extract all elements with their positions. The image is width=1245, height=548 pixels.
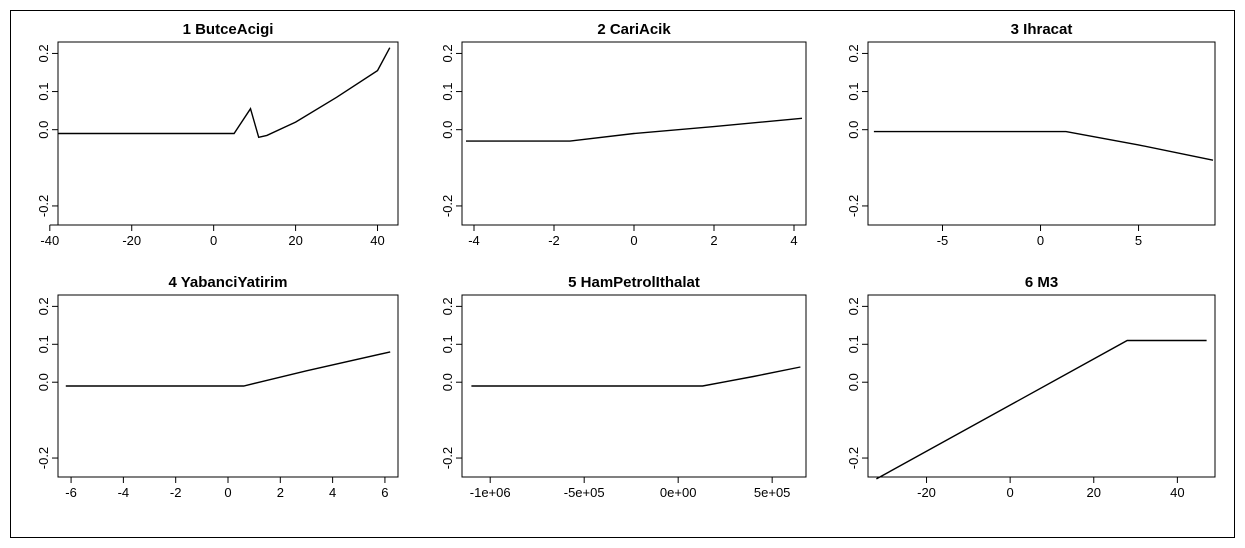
y-tick-label: -0.2 [36, 447, 51, 469]
y-tick-label: 0.2 [846, 44, 861, 62]
y-tick-label: 0.0 [440, 121, 455, 139]
x-tick-label: 20 [288, 233, 302, 248]
panel-3: 3 Ihracat -5 0 5 -0.2 0.0 0.1 0.2 [846, 21, 1216, 248]
x-tick-label: 0 [1007, 485, 1014, 500]
x-tick-label: -1e+06 [470, 485, 511, 500]
x-tick-label: 40 [1170, 485, 1184, 500]
y-tick-label: 0.2 [36, 44, 51, 62]
x-tick-label: 40 [370, 233, 384, 248]
x-tick-label: -20 [122, 233, 141, 248]
x-tick-label: -6 [65, 485, 77, 500]
y-tick-label: 0.0 [36, 121, 51, 139]
y-tick-label: -0.2 [440, 447, 455, 469]
plot-frame [867, 294, 1216, 478]
x-tick-label: 0 [630, 233, 637, 248]
panel-6: 6 M3 -20 0 20 40 -0.2 0.0 0.1 0.2 [846, 274, 1216, 500]
y-tick-label: -0.2 [846, 195, 861, 217]
series-line [876, 339, 1207, 480]
panel-title: 6 M3 [1025, 274, 1058, 291]
panel-title: 1 ButceAcigi [183, 21, 274, 38]
x-tick-label: 20 [1087, 485, 1101, 500]
panel-title: 2 CariAcik [597, 21, 671, 38]
x-tick-label: 2 [277, 485, 284, 500]
figure-frame [10, 10, 1235, 538]
x-tick-label: 5 [1135, 233, 1142, 248]
x-tick-label: -2 [170, 485, 182, 500]
x-tick-label: 0 [224, 485, 231, 500]
y-tick-label: 0.0 [846, 373, 861, 391]
y-tick-label: 0.0 [36, 373, 51, 391]
series-line [466, 117, 803, 142]
x-tick-label: 5e+05 [754, 485, 791, 500]
y-tick-label: 0.1 [36, 335, 51, 353]
series-line [873, 130, 1214, 161]
y-tick-label: 0.2 [846, 297, 861, 315]
y-tick-label: 0.1 [846, 83, 861, 101]
x-tick-label: -2 [548, 233, 560, 248]
panel-title: 4 YabanciYatirim [169, 274, 288, 291]
y-tick-label: 0.2 [440, 297, 455, 315]
x-tick-label: -40 [40, 233, 59, 248]
y-tick-label: -0.2 [440, 195, 455, 217]
panel-4: 4 YabanciYatirim -6 -4 -2 0 2 4 6 -0.2 0.0 0.1 0.2 [36, 274, 399, 500]
y-tick-label: 0.1 [440, 335, 455, 353]
y-tick-label: 0.2 [440, 44, 455, 62]
x-tick-label: -4 [118, 485, 130, 500]
x-tick-label: -4 [468, 233, 480, 248]
y-tick-label: 0.1 [36, 83, 51, 101]
x-tick-label: 4 [329, 485, 336, 500]
y-tick-label: 0.0 [846, 121, 861, 139]
y-tick-label: -0.2 [36, 195, 51, 217]
y-tick-label: 0.2 [36, 297, 51, 315]
x-tick-label: 2 [710, 233, 717, 248]
x-tick-label: 6 [381, 485, 388, 500]
panel-title: 5 HamPetrolIthalat [568, 274, 700, 291]
x-tick-label: -5 [937, 233, 949, 248]
panel-5: 5 HamPetrolIthalat -1e+06 -5e+05 0e+00 5e+05… [440, 274, 807, 500]
y-tick-label: 0.1 [846, 335, 861, 353]
panel-title: 3 Ihracat [1011, 21, 1073, 38]
x-tick-label: 0e+00 [660, 485, 697, 500]
series-line [58, 47, 391, 139]
y-tick-label: 0.1 [440, 83, 455, 101]
series-line [65, 351, 391, 387]
x-tick-label: -5e+05 [564, 485, 605, 500]
panel-2: 2 CariAcik -4 -2 0 2 4 -0.2 0.0 0.1 0.2 [440, 21, 807, 248]
x-tick-label: 0 [210, 233, 217, 248]
y-tick-label: 0.0 [440, 373, 455, 391]
x-tick-label: -20 [917, 485, 936, 500]
panel-1: 1 ButceAcigi -40 -20 0 20 40 -0.2 0.0 0.1 0.2 [36, 21, 399, 248]
x-tick-label: 4 [790, 233, 797, 248]
y-tick-label: -0.2 [846, 447, 861, 469]
series-line [471, 366, 801, 387]
plot-frame [867, 41, 1216, 226]
x-tick-label: 0 [1037, 233, 1044, 248]
